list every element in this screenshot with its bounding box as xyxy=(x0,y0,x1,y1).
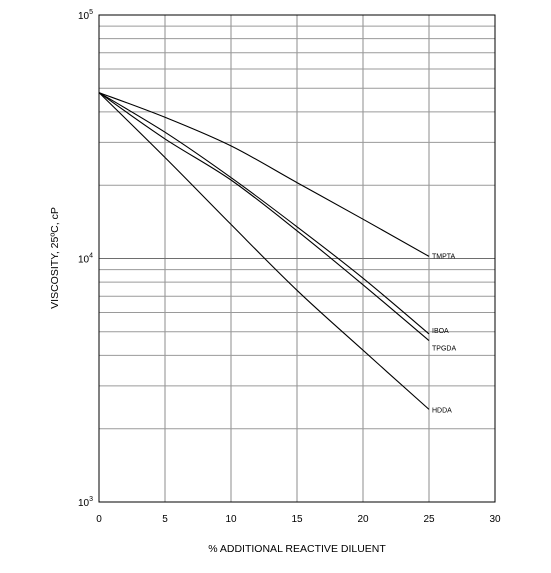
grid-lines xyxy=(98,15,496,503)
x-tick-label: 5 xyxy=(162,514,168,525)
series-line-hdda xyxy=(98,92,430,410)
x-tick-label: 20 xyxy=(357,514,369,525)
x-tick-label: 0 xyxy=(96,514,102,525)
series-label-iboa: IBOA xyxy=(432,328,449,335)
x-axis-label: % ADDITIONAL REACTIVE DILUENT xyxy=(208,543,386,555)
series-label-tmpta: TMPTA xyxy=(432,253,456,260)
series-label-tpgda: TPGDA xyxy=(432,346,456,353)
series-line-tpgda xyxy=(98,92,430,342)
series-end-labels: TMPTA IBOA TPGDA HDDA xyxy=(432,253,456,414)
y-tick-label: 103 xyxy=(78,496,93,509)
x-tick-label: 25 xyxy=(423,514,435,525)
series-lines xyxy=(98,92,430,410)
plot-frame xyxy=(98,14,496,503)
tick-labels: 0 5 10 15 20 25 30 103 104 105 xyxy=(78,9,501,525)
y-tick-label: 105 xyxy=(78,9,93,22)
y-tick-label: 104 xyxy=(78,253,93,266)
series-line-tmpta xyxy=(98,92,430,257)
series-line-iboa xyxy=(98,92,430,335)
x-tick-label: 30 xyxy=(489,514,501,525)
y-axis-label: VISCOSITY, 25ºC, cP xyxy=(49,207,61,309)
series-label-hdda: HDDA xyxy=(432,407,452,414)
x-tick-label: 15 xyxy=(291,514,303,525)
x-tick-label: 10 xyxy=(225,514,237,525)
